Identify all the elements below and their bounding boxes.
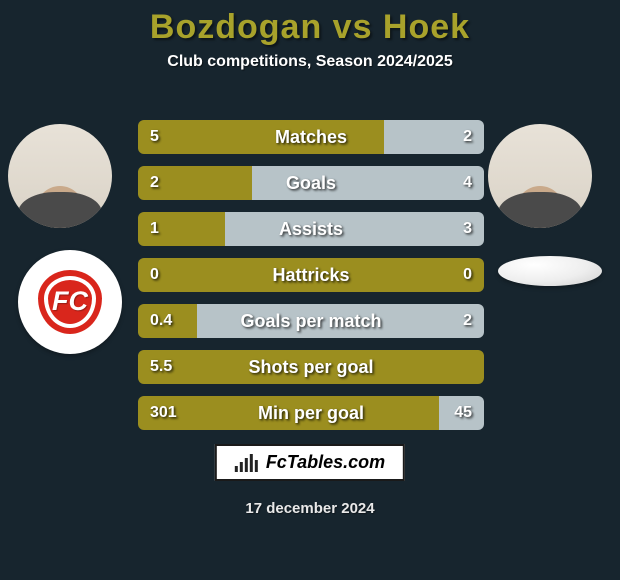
club-initials: FC — [52, 286, 88, 317]
comparison-row: 0.42Goals per match — [138, 304, 484, 338]
avatar-placeholder-icon — [8, 124, 112, 228]
comparison-row: 00Hattricks — [138, 258, 484, 292]
bar-metric-label: Goals per match — [138, 304, 484, 338]
bar-metric-label: Min per goal — [138, 396, 484, 430]
infographic-root: Bozdogan vs Hoek Club competitions, Seas… — [0, 0, 620, 580]
page-subtitle: Club competitions, Season 2024/2025 — [0, 53, 620, 71]
bar-metric-label: Assists — [138, 212, 484, 246]
page-title: Bozdogan vs Hoek — [0, 0, 620, 47]
club-shield-icon: FC — [34, 266, 107, 339]
bar-metric-label: Shots per goal — [138, 350, 484, 384]
comparison-row: 30145Min per goal — [138, 396, 484, 430]
comparison-row: 5.5Shots per goal — [138, 350, 484, 384]
brand-logo-icon — [235, 454, 258, 472]
comparison-row: 24Goals — [138, 166, 484, 200]
comparison-bars: 52Matches 24Goals 13Assists 00Hattricks 0.42… — [138, 120, 484, 442]
player-right-avatar — [488, 124, 592, 228]
bar-metric-label: Hattricks — [138, 258, 484, 292]
avatar-placeholder-icon — [488, 124, 592, 228]
brand-text: FcTables.com — [266, 452, 385, 473]
brand-watermark: FcTables.com — [215, 444, 405, 481]
player-left-club-badge: FC — [18, 250, 122, 354]
player-left-avatar — [8, 124, 112, 228]
comparison-row: 52Matches — [138, 120, 484, 154]
comparison-row: 13Assists — [138, 212, 484, 246]
bar-metric-label: Matches — [138, 120, 484, 154]
generated-date: 17 december 2024 — [0, 500, 620, 517]
bar-metric-label: Goals — [138, 166, 484, 200]
player-right-club-badge-blank — [498, 256, 602, 286]
